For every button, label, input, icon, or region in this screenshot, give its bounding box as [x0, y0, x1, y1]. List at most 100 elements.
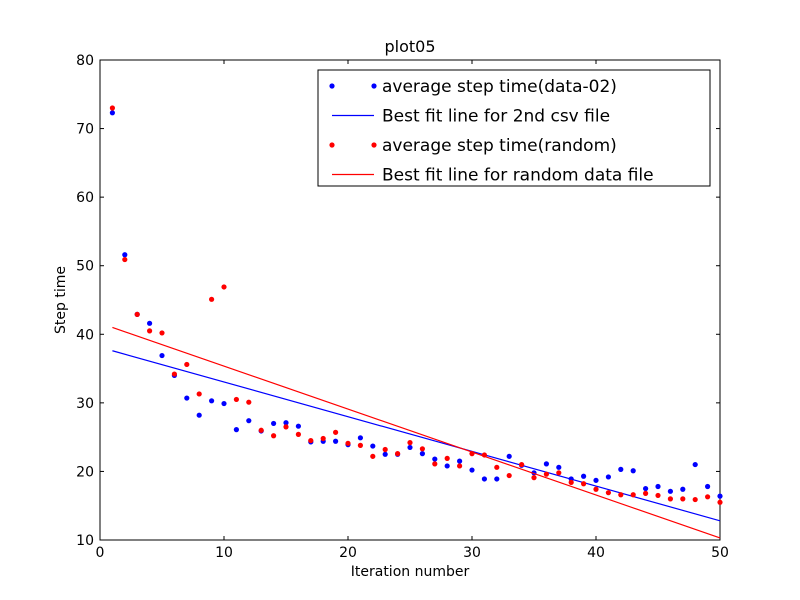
- y-tick-label: 80: [76, 53, 94, 69]
- data-point: [196, 391, 202, 397]
- data-point: [469, 467, 475, 473]
- y-tick-label: 40: [76, 327, 94, 343]
- data-point: [407, 440, 413, 446]
- data-point: [109, 110, 115, 116]
- data-point: [333, 429, 339, 435]
- data-point: [246, 418, 252, 424]
- data-point: [159, 352, 165, 359]
- data-point: [357, 435, 363, 441]
- data-point: [246, 399, 252, 405]
- data-point: [122, 252, 128, 258]
- data-point: [692, 496, 698, 503]
- data-point: [444, 463, 450, 469]
- data-point: [605, 490, 612, 496]
- data-point: [494, 476, 500, 482]
- data-point: [519, 461, 525, 468]
- data-point: [283, 420, 289, 426]
- x-tick-label: 10: [215, 545, 233, 561]
- x-tick-label: 0: [96, 545, 105, 561]
- legend-label: average step time(data-02): [382, 77, 617, 97]
- data-point: [432, 461, 438, 467]
- data-point: [283, 424, 289, 430]
- data-point: [147, 320, 153, 326]
- data-point: [457, 463, 463, 469]
- data-point: [568, 479, 574, 485]
- data-point: [258, 427, 264, 433]
- data-point: [593, 477, 599, 483]
- data-point: [543, 471, 550, 477]
- fit-line: [112, 326, 721, 539]
- chart-title: plot05: [384, 37, 435, 56]
- data-point: [494, 464, 500, 470]
- data-point: [481, 476, 487, 482]
- axes-frame: [99, 59, 721, 541]
- y-tick-label: 60: [76, 190, 94, 206]
- data-point: [382, 446, 388, 453]
- data-point: [680, 496, 686, 502]
- data-point: [407, 444, 413, 451]
- data-point: [370, 443, 376, 449]
- data-point: [370, 453, 376, 459]
- data-point: [233, 427, 239, 433]
- x-tick-label: 20: [339, 545, 357, 561]
- legend-label: Best fit line for 2nd csv file: [382, 107, 610, 127]
- data-point: [593, 486, 599, 492]
- data-point: [159, 330, 165, 336]
- data-point: [717, 499, 723, 505]
- data-point: [581, 481, 587, 487]
- data-point: [556, 470, 562, 476]
- series-1: [112, 350, 721, 522]
- data-point: [184, 361, 190, 368]
- data-point: [221, 284, 227, 290]
- x-tick-label: 40: [587, 545, 605, 561]
- x-tick-label: 30: [463, 545, 481, 561]
- data-point: [209, 398, 215, 404]
- data-point: [692, 461, 698, 468]
- data-point: [345, 440, 351, 446]
- y-tick-label: 10: [76, 533, 94, 549]
- data-point: [395, 451, 401, 457]
- data-point: [655, 492, 661, 499]
- legend: average step time(data-02) Best fit line …: [317, 69, 711, 187]
- data-point: [680, 486, 686, 492]
- data-point: [618, 466, 624, 472]
- y-tick-label: 30: [76, 396, 94, 412]
- y-tick-label: 20: [76, 464, 94, 480]
- data-point: [419, 451, 425, 457]
- y-tick-label: 70: [76, 122, 94, 138]
- data-point: [295, 431, 301, 437]
- data-point: [432, 456, 438, 462]
- data-point: [171, 371, 177, 377]
- data-point: [184, 395, 190, 401]
- data-point: [618, 492, 624, 498]
- data-point: [196, 412, 202, 418]
- data-point: [444, 455, 450, 461]
- data-point: [543, 461, 550, 467]
- data-point: [655, 483, 661, 490]
- data-point: [221, 400, 227, 407]
- data-point: [419, 446, 425, 452]
- data-point: [667, 496, 674, 502]
- data-point: [705, 494, 711, 500]
- legend-label: average step time(random): [382, 136, 617, 156]
- data-point: [630, 468, 636, 474]
- data-point: [556, 464, 562, 470]
- data-point: [134, 311, 140, 317]
- data-point: [506, 453, 512, 459]
- data-point: [308, 437, 314, 444]
- data-point: [531, 475, 537, 481]
- x-axis-label: Iteration number: [351, 564, 470, 580]
- data-point: [147, 328, 153, 334]
- data-point: [295, 423, 301, 429]
- legend-label: Best fit line for random data file: [382, 166, 654, 186]
- y-tick-label: 50: [76, 259, 94, 275]
- data-point: [357, 442, 363, 448]
- data-point: [581, 473, 587, 479]
- data-point: [271, 433, 277, 439]
- series-3: [112, 326, 721, 539]
- data-point: [457, 458, 463, 464]
- data-point: [271, 420, 277, 427]
- fit-line: [112, 350, 721, 522]
